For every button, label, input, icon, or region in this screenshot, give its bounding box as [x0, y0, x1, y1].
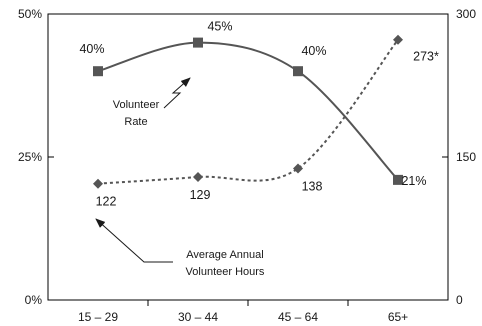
rate-data-label: 45% [207, 20, 232, 34]
hours-marker [393, 34, 403, 45]
volunteer-rate-annotation: Volunteer Rate [113, 77, 191, 128]
hours-marker [293, 163, 303, 174]
hours-data-label: 129 [190, 188, 211, 202]
rate-marker [193, 37, 203, 48]
hours-data-label: 138 [302, 179, 323, 193]
x-tick-label: 15 – 29 [78, 310, 118, 324]
annotation-line: Rate [124, 116, 147, 128]
y-left-tick-label: 50% [18, 7, 42, 21]
x-tick-label: 30 – 44 [178, 310, 218, 324]
annotation-arrow [163, 77, 191, 109]
volunteer-hours-line [97, 39, 399, 185]
volunteer-hours-markers [93, 34, 403, 189]
volunteer-hours-annotation: Average Annual Volunteer Hours [95, 218, 265, 278]
annotation-line: Volunteer Hours [186, 266, 265, 278]
y-left-tick-label: 0% [25, 293, 43, 307]
volunteer-rate-line [97, 41, 399, 181]
volunteer-rate-markers [93, 37, 403, 185]
hours-data-label: 122 [96, 195, 117, 209]
x-axis: 15 – 29 30 – 44 45 – 64 65+ [78, 300, 408, 324]
annotation-line: Volunteer [113, 99, 160, 111]
y-right-tick-label: 0 [456, 293, 463, 307]
y-axis-left: 0% 25% 50% [18, 7, 54, 307]
rate-data-label: 21% [401, 174, 426, 188]
hours-marker [193, 172, 203, 183]
rate-data-label: 40% [301, 44, 326, 58]
volunteer-hours-labels: 122 129 138 273* [96, 50, 439, 209]
rate-data-label: 40% [79, 42, 104, 56]
y-axis-right: 0 150 300 [442, 7, 476, 307]
hours-marker [93, 178, 103, 189]
annotation-line: Average Annual [186, 249, 263, 261]
hours-data-label: 273* [413, 50, 439, 64]
rate-marker [393, 174, 403, 185]
rate-marker [293, 66, 303, 77]
annotation-arrow [95, 218, 173, 263]
volunteer-rate-labels: 40% 45% 40% 21% [79, 20, 426, 188]
x-tick-label: 45 – 64 [278, 310, 318, 324]
y-right-tick-label: 300 [456, 7, 476, 21]
rate-marker [93, 66, 103, 77]
y-left-tick-label: 25% [18, 150, 42, 164]
y-right-tick-label: 150 [456, 150, 476, 164]
x-tick-label: 65+ [388, 310, 408, 324]
